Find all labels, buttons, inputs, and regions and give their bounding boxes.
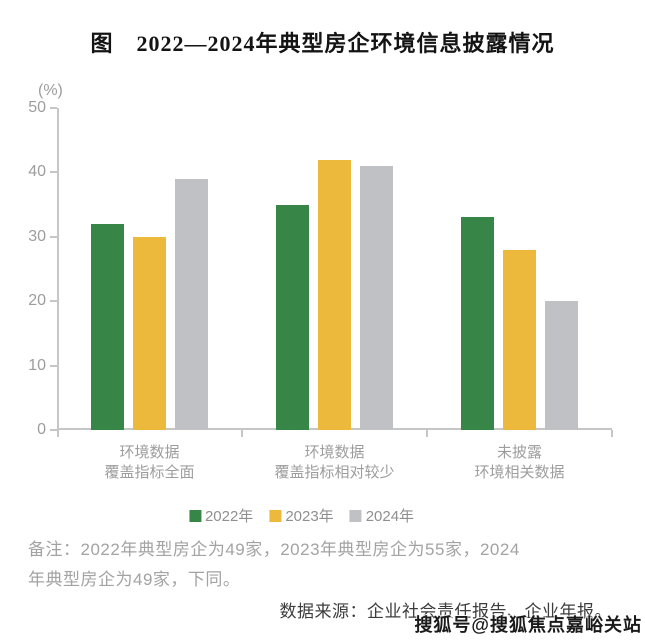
y-tick-label: 50 — [28, 99, 46, 116]
legend-swatch-icon — [188, 509, 201, 522]
bar-2023年 — [133, 236, 166, 430]
y-tick-mark — [50, 364, 57, 367]
y-tick-mark — [50, 429, 57, 431]
y-tick-label: 30 — [28, 227, 46, 245]
legend-item-2023年: 2023年 — [269, 505, 334, 526]
x-tick-mark — [426, 430, 428, 437]
legend-swatch-icon — [269, 509, 282, 522]
footnote-line-1: 备注：2022年典型房企为49家，2023年典型房企为55家，2024 — [28, 540, 520, 559]
bar-2024年 — [175, 178, 208, 430]
bar-2024年 — [360, 165, 393, 430]
y-tick-mark — [50, 300, 57, 303]
y-tick-mark — [50, 171, 57, 174]
category-label: 未披露 环境相关数据 — [427, 443, 612, 483]
y-tick-label: 40 — [28, 163, 46, 181]
category-label-line2: 覆盖指标全面 — [104, 464, 195, 481]
bar-2022年 — [91, 223, 124, 430]
bar-2022年 — [461, 217, 494, 430]
legend-label: 2022年 — [204, 508, 254, 525]
bar-group — [57, 108, 242, 430]
legend-label: 2023年 — [285, 508, 334, 525]
footnote: 备注：2022年典型房企为49家，2023年典型房企为55家，2024 年典型房… — [28, 535, 628, 595]
y-tick-mark — [50, 107, 57, 109]
legend-item-2024年: 2024年 — [349, 505, 415, 526]
bar-group — [427, 108, 612, 430]
category-label-line1: 环境数据 — [119, 444, 180, 461]
y-tick-label: 20 — [28, 292, 46, 310]
bar-2023年 — [503, 249, 536, 430]
bar-2023年 — [318, 159, 351, 430]
bar-2024年 — [545, 301, 578, 430]
category-label-line2: 覆盖指标相对较少 — [274, 464, 395, 481]
legend: 2022年 2023年 2024年 — [188, 505, 415, 526]
watermark: 搜狐号@搜狐焦点嘉峪关站 — [414, 615, 642, 635]
category-label-line2: 环境相关数据 — [474, 464, 565, 481]
x-tick-mark — [241, 430, 243, 437]
y-tick-label: 0 — [37, 421, 46, 438]
chart-title: 图 2022—2024年典型房企环境信息披露情况 — [90, 31, 555, 56]
bar-2022年 — [276, 204, 309, 430]
legend-item-2022年: 2022年 — [188, 505, 254, 526]
y-tick-mark — [50, 235, 57, 238]
bar-group — [242, 108, 427, 430]
data-source: 数据来源：企业社会责任报告、企业年报。 — [279, 602, 612, 621]
x-tick-mark — [57, 430, 59, 437]
footnote-line-2: 年典型房企为49家，下同。 — [28, 570, 241, 589]
x-tick-mark — [611, 430, 613, 437]
category-label-line1: 环境数据 — [304, 444, 365, 461]
y-tick-label: 10 — [28, 356, 46, 374]
category-label: 环境数据覆盖指标相对较少 — [242, 443, 427, 483]
legend-label: 2024年 — [365, 508, 415, 525]
y-axis-unit-label: (%) — [38, 82, 63, 99]
legend-swatch-icon — [349, 509, 362, 522]
category-label: 环境数据覆盖指标全面 — [57, 443, 242, 483]
category-label-line1: 未披露 — [496, 444, 542, 461]
